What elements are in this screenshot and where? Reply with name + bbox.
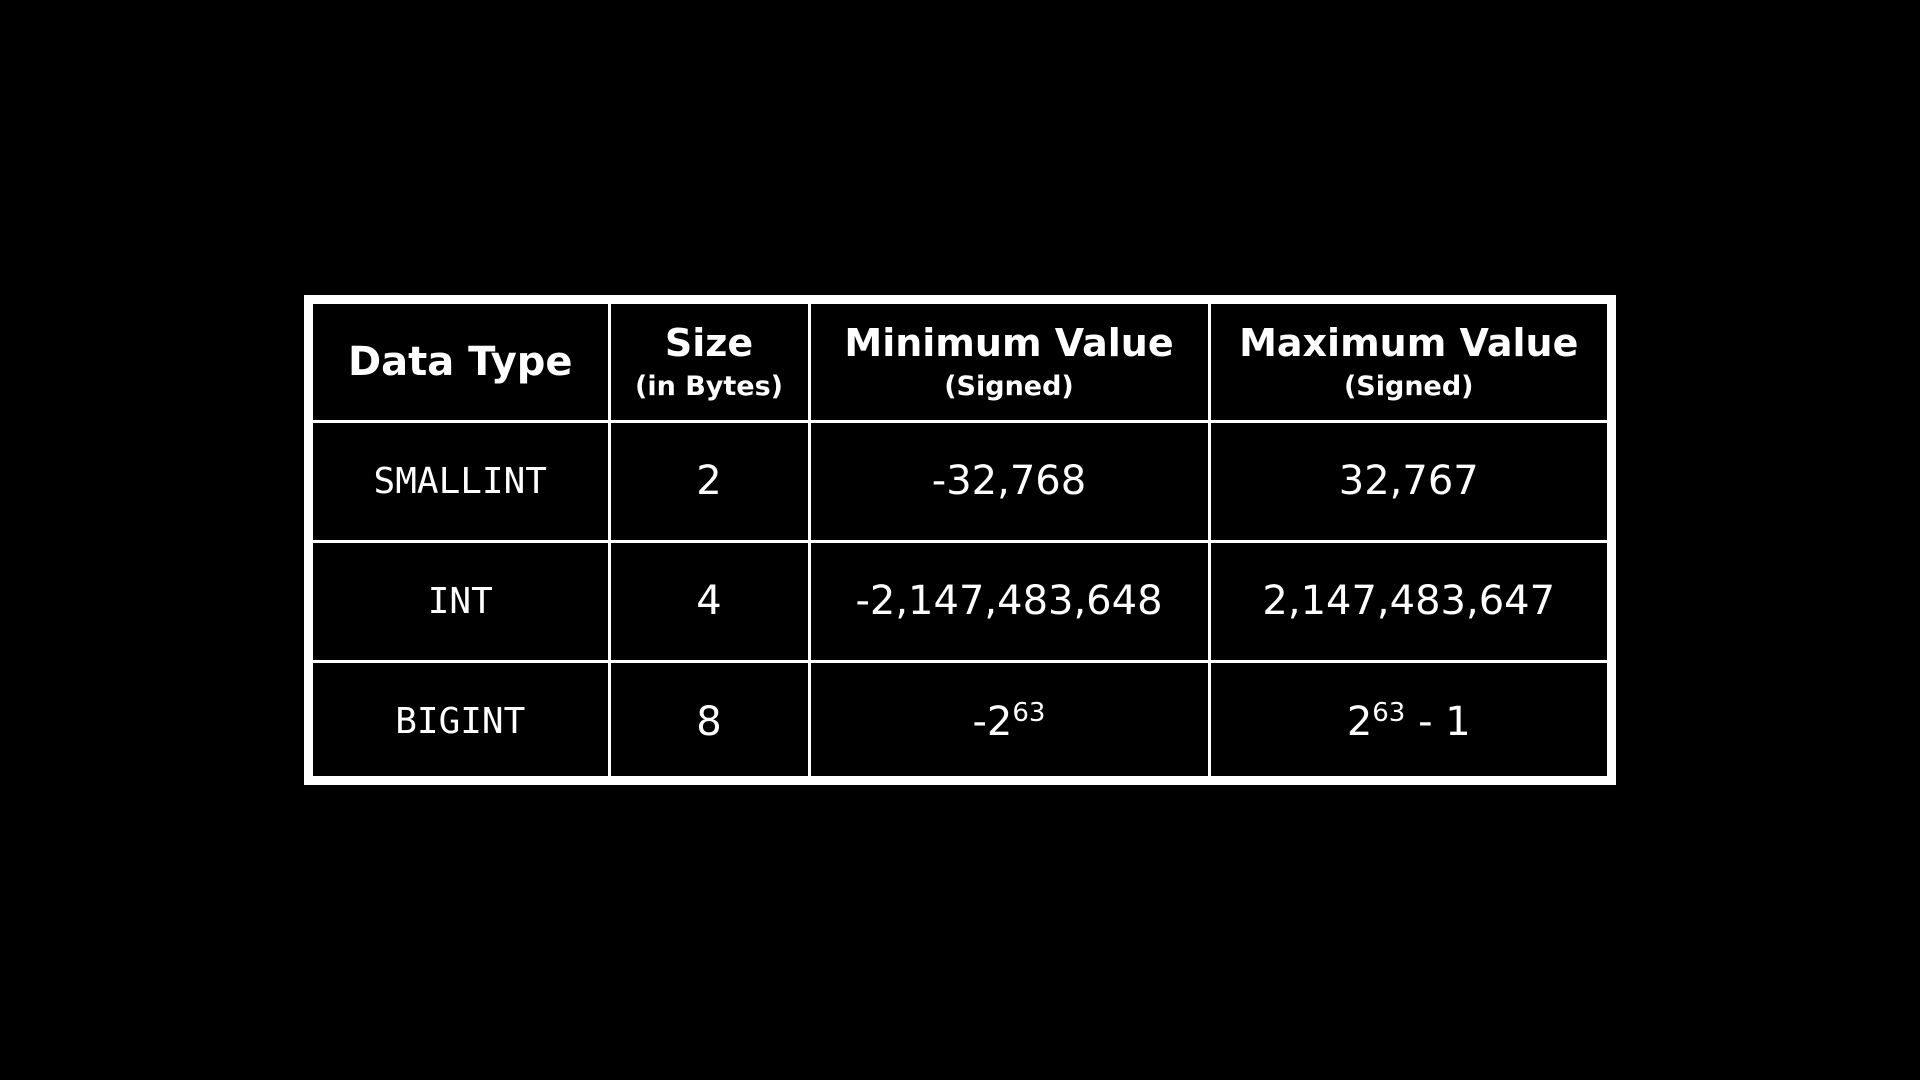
cell-type: INT	[313, 539, 611, 663]
cell-size: 4	[607, 539, 811, 663]
table-row-bigint: BIGINT 8 -263 263 - 1	[313, 659, 1607, 781]
header-size-sublabel: (in Bytes)	[634, 370, 784, 402]
header-data-type: Data Type	[313, 304, 611, 423]
header-maximum-value: Maximum Value (Signed)	[1207, 304, 1607, 423]
header-size-label: Size	[664, 320, 754, 365]
max-value-suffix: - 1	[1405, 698, 1471, 745]
header-minimum-value: Minimum Value (Signed)	[807, 304, 1211, 423]
header-minimum-sublabel: (Signed)	[944, 370, 1074, 402]
cell-type: SMALLINT	[313, 419, 611, 543]
cell-min-value: -263	[807, 659, 1211, 781]
min-value-base: -2,147,483,648	[855, 578, 1163, 624]
data-type-table-frame: Data Type Size (in Bytes) Minimum Value …	[304, 295, 1616, 785]
header-maximum-sublabel: (Signed)	[1343, 370, 1474, 402]
max-value-base: 2	[1346, 698, 1373, 745]
header-maximum-label: Maximum Value	[1239, 320, 1579, 365]
max-value-exponent: 63	[1372, 697, 1406, 728]
table-row-smallint: SMALLINT 2 -32,768 32,767	[313, 419, 1607, 543]
cell-max-value: 2,147,483,647	[1207, 539, 1607, 663]
cell-type: BIGINT	[313, 659, 611, 781]
table-header-row: Data Type Size (in Bytes) Minimum Value …	[313, 304, 1607, 423]
cell-size: 8	[607, 659, 811, 781]
integer-types-table: Data Type Size (in Bytes) Minimum Value …	[313, 304, 1607, 781]
header-minimum-label: Minimum Value	[844, 320, 1174, 365]
header-data-type-label: Data Type	[347, 338, 573, 385]
table-row-int: INT 4 -2,147,483,648 2,147,483,647	[313, 539, 1607, 663]
min-value-base: -2	[972, 698, 1013, 745]
max-value-base: 2,147,483,647	[1262, 578, 1556, 624]
cell-max-value: 32,767	[1207, 419, 1607, 543]
min-value-exponent: 63	[1012, 697, 1046, 728]
cell-max-value: 263 - 1	[1207, 659, 1607, 781]
cell-min-value: -32,768	[807, 419, 1211, 543]
cell-size: 2	[607, 419, 811, 543]
cell-min-value: -2,147,483,648	[807, 539, 1211, 663]
max-value-base: 32,767	[1338, 458, 1479, 504]
header-size: Size (in Bytes)	[607, 304, 811, 423]
min-value-base: -32,768	[931, 458, 1087, 504]
